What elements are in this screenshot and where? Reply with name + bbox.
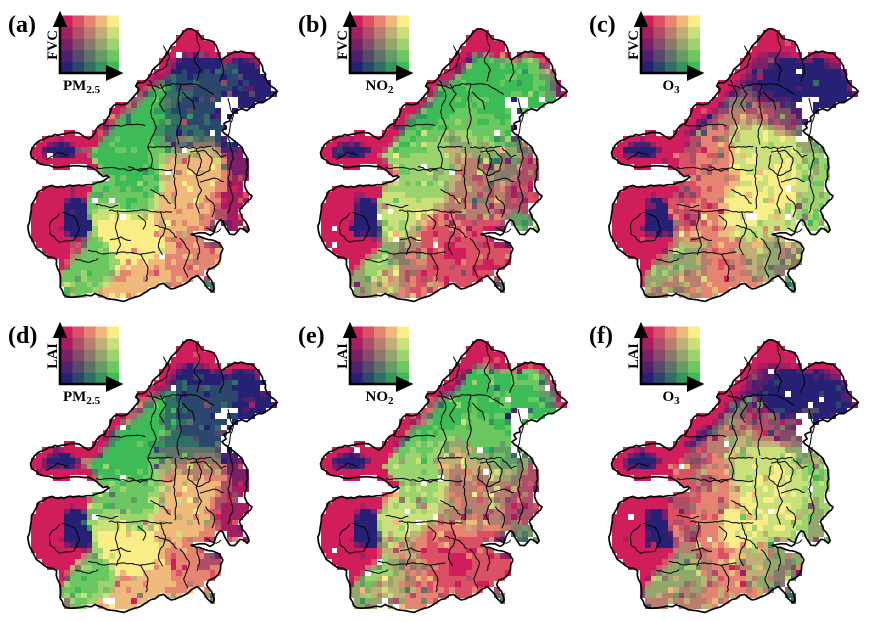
svg-text:(d): (d) xyxy=(8,323,37,349)
svg-text:(f): (f) xyxy=(589,323,613,349)
svg-text:(c): (c) xyxy=(589,12,616,38)
svg-text:PM2.5: PM2.5 xyxy=(63,78,101,96)
svg-text:O3: O3 xyxy=(662,389,680,407)
svg-text:FVC: FVC xyxy=(45,30,61,60)
svg-text:FVC: FVC xyxy=(335,30,351,60)
svg-text:(a): (a) xyxy=(8,12,36,38)
svg-text:FVC: FVC xyxy=(626,30,642,60)
svg-text:(e): (e) xyxy=(298,323,325,349)
svg-text:PM2.5: PM2.5 xyxy=(63,389,101,407)
svg-text:LAI: LAI xyxy=(626,343,642,369)
svg-text:NO2: NO2 xyxy=(366,78,395,96)
svg-text:LAI: LAI xyxy=(45,343,61,369)
svg-text:NO2: NO2 xyxy=(366,389,395,407)
svg-text:LAI: LAI xyxy=(335,343,351,369)
svg-text:(b): (b) xyxy=(298,12,327,38)
svg-text:O3: O3 xyxy=(662,78,680,96)
